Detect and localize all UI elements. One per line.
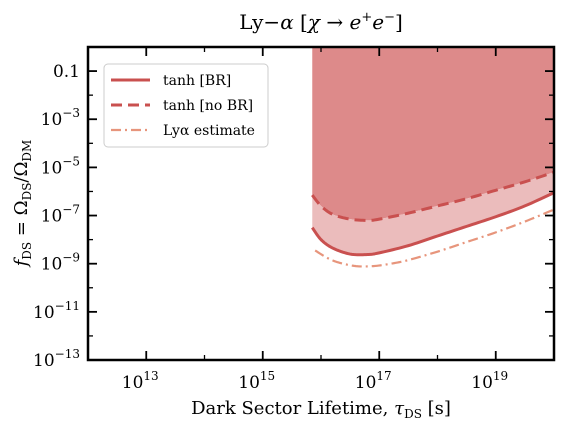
x-tick-label: 1017 [355, 369, 392, 393]
plot-area [311, 47, 554, 268]
y-axis-label: fDS = ΩDS/ΩDM [11, 140, 34, 269]
y-tick-label: 10−7 [41, 203, 80, 227]
legend: tanh [BR] tanh [no BR] Lyα estimate [103, 63, 269, 148]
series-lines [311, 170, 554, 268]
y-tick-label: 0.1 [53, 62, 80, 82]
legend-box [103, 63, 269, 148]
x-tick-label: 1015 [238, 369, 275, 393]
series-line-3 [314, 208, 554, 268]
y-tick-label: 10−9 [41, 251, 80, 275]
x-axis-label: Dark Sector Lifetime, τDS [s] [191, 398, 451, 421]
excluded-region [312, 47, 554, 221]
legend-label: Lyα estimate [163, 123, 255, 139]
legend-label: tanh [BR] [163, 73, 231, 89]
y-tick-label: 10−5 [41, 154, 80, 178]
series-line-1 [311, 191, 554, 257]
chart-title: Ly−α [χ → e+e−] [239, 10, 403, 34]
y-axis-ticks: 0.1 10−3 10−5 10−7 10−9 10−11 10−13 [33, 46, 554, 371]
series-line-2 [311, 170, 554, 222]
legend-label: tanh [no BR] [163, 98, 253, 114]
x-tick-label: 1013 [122, 369, 159, 393]
y-tick-label: 10−3 [41, 106, 80, 130]
y-tick-label: 10−11 [33, 299, 80, 323]
uncertainty-band [312, 172, 554, 255]
x-tick-label: 1019 [471, 369, 508, 393]
y-tick-label: 10−13 [33, 347, 80, 371]
